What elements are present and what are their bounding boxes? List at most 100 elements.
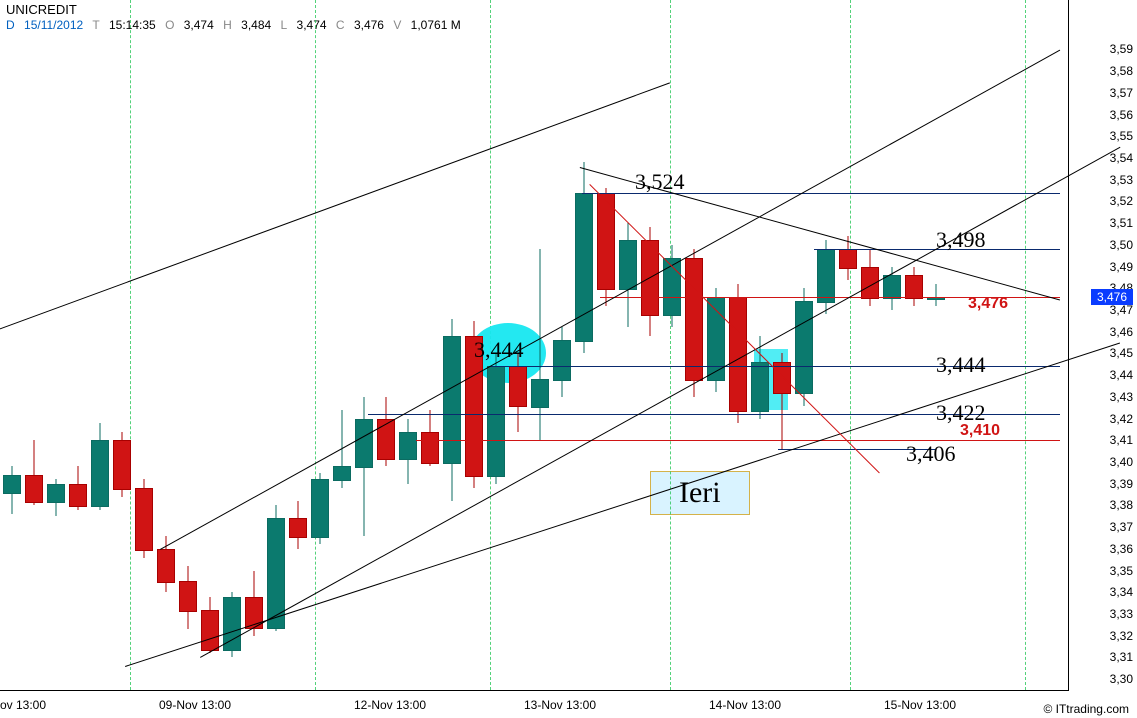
ohlc-header: D 15/11/2012 T 15:14:35 O 3,474 H 3,484 … xyxy=(6,18,467,32)
candlestick[interactable] xyxy=(927,284,945,306)
candlestick[interactable] xyxy=(531,249,549,440)
hdr-v-lbl: V xyxy=(393,18,401,32)
candlestick[interactable] xyxy=(685,249,703,397)
hdr-h: 3,484 xyxy=(241,18,271,32)
ytick: 3,31 xyxy=(1077,650,1133,664)
hdr-time-lbl: T xyxy=(92,18,99,32)
ytick: 3,54 xyxy=(1077,151,1133,165)
chart-title: UNICREDIT xyxy=(6,2,77,17)
candlestick[interactable] xyxy=(69,466,87,509)
ytick: 3,39 xyxy=(1077,477,1133,491)
candlestick[interactable] xyxy=(795,288,813,405)
ytick: 3,44 xyxy=(1077,368,1133,382)
hdr-time: 15:14:35 xyxy=(109,18,156,32)
ytick: 3,30 xyxy=(1077,672,1133,686)
candlestick[interactable] xyxy=(729,284,747,423)
hdr-o-lbl: O xyxy=(165,18,174,32)
day-separator xyxy=(670,0,671,690)
price-level-label: 3,498 xyxy=(936,227,986,253)
ytick: 3,47 xyxy=(1077,303,1133,317)
ytick: 3,32 xyxy=(1077,629,1133,643)
ytick: 3,52 xyxy=(1077,194,1133,208)
candlestick[interactable] xyxy=(179,566,197,629)
xtick: 13-Nov 13:00 xyxy=(524,698,596,712)
copyright-label: © ITtrading.com xyxy=(1043,702,1129,716)
ytick: 3,56 xyxy=(1077,108,1133,122)
ytick: 3,50 xyxy=(1077,238,1133,252)
xtick: 14-Nov 13:00 xyxy=(709,698,781,712)
price-level-label: 3,476 xyxy=(968,295,1008,313)
day-separator xyxy=(850,0,851,690)
x-axis: 08-Nov 13:00 09-Nov 13:00 12-Nov 13:00 13-N… xyxy=(0,692,1067,712)
ytick: 3,40 xyxy=(1077,455,1133,469)
candlestick[interactable] xyxy=(487,353,505,483)
price-level-line xyxy=(416,440,1060,441)
candlestick[interactable] xyxy=(421,410,439,466)
ytick: 3,33 xyxy=(1077,607,1133,621)
candlestick[interactable] xyxy=(575,162,593,353)
hdr-date-lbl: D xyxy=(6,18,15,32)
hdr-h-lbl: H xyxy=(223,18,232,32)
ytick: 3,53 xyxy=(1077,173,1133,187)
candlestick[interactable] xyxy=(773,353,791,449)
candlestick[interactable] xyxy=(201,597,219,653)
hdr-o: 3,474 xyxy=(184,18,214,32)
ytick: 3,36 xyxy=(1077,542,1133,556)
candlestick[interactable] xyxy=(289,501,307,549)
ytick: 3,46 xyxy=(1077,325,1133,339)
hdr-c-lbl: C xyxy=(336,18,345,32)
candlestick[interactable] xyxy=(3,466,21,514)
candlestick[interactable] xyxy=(355,397,373,536)
xtick: 09-Nov 13:00 xyxy=(159,698,231,712)
candlestick[interactable] xyxy=(817,240,835,314)
candlestick[interactable] xyxy=(443,319,461,501)
y-axis: 3,30 3,31 3,32 3,33 3,34 3,35 3,36 3,37 3,38 3,39… xyxy=(1073,0,1133,690)
hdr-l: 3,474 xyxy=(297,18,327,32)
xtick: 15-Nov 13:00 xyxy=(884,698,956,712)
ytick: 3,34 xyxy=(1077,585,1133,599)
ytick: 3,49 xyxy=(1077,260,1133,274)
candlestick[interactable] xyxy=(509,353,527,431)
candlestick[interactable] xyxy=(91,423,109,510)
candlestick[interactable] xyxy=(377,397,395,466)
day-separator xyxy=(130,0,131,690)
ytick: 3,35 xyxy=(1077,564,1133,578)
day-separator xyxy=(315,0,316,690)
annotation-ieri: Ieri xyxy=(650,471,750,515)
candlestick[interactable] xyxy=(663,245,681,328)
ytick: 3,38 xyxy=(1077,498,1133,512)
hdr-date: 15/11/2012 xyxy=(24,18,83,32)
ytick: 3,37 xyxy=(1077,520,1133,534)
trendline xyxy=(160,49,1060,549)
ytick: 3,42 xyxy=(1077,412,1133,426)
ytick: 3,41 xyxy=(1077,433,1133,447)
ytick: 3,58 xyxy=(1077,64,1133,78)
y-axis-line xyxy=(1068,0,1069,690)
trendline xyxy=(589,184,880,474)
candlestick[interactable] xyxy=(399,419,417,484)
candlestick[interactable] xyxy=(619,223,637,327)
day-separator xyxy=(1025,0,1026,690)
candlestick[interactable] xyxy=(553,327,571,396)
candlestick[interactable] xyxy=(223,592,241,657)
candlestick[interactable] xyxy=(311,473,329,545)
hdr-l-lbl: L xyxy=(281,18,288,32)
hdr-c: 3,476 xyxy=(354,18,384,32)
price-level-label: 3,444 xyxy=(936,352,986,378)
candlestick[interactable] xyxy=(25,440,43,505)
ytick: 3,55 xyxy=(1077,129,1133,143)
candlestick[interactable] xyxy=(135,479,153,557)
xtick: 08-Nov 13:00 xyxy=(0,698,46,712)
candlestick[interactable] xyxy=(47,479,65,516)
candlestick[interactable] xyxy=(905,267,923,306)
ytick: 3,43 xyxy=(1077,390,1133,404)
ytick: 3,57 xyxy=(1077,86,1133,100)
trendline xyxy=(0,82,670,333)
ytick: 3,51 xyxy=(1077,216,1133,230)
xtick: 12-Nov 13:00 xyxy=(354,698,426,712)
price-level-label: 3,406 xyxy=(906,441,956,467)
hdr-v: 1,0761 M xyxy=(411,18,461,32)
last-price-tag: 3,476 xyxy=(1091,289,1133,305)
candlestick[interactable] xyxy=(113,432,131,497)
x-axis-line xyxy=(0,690,1069,691)
